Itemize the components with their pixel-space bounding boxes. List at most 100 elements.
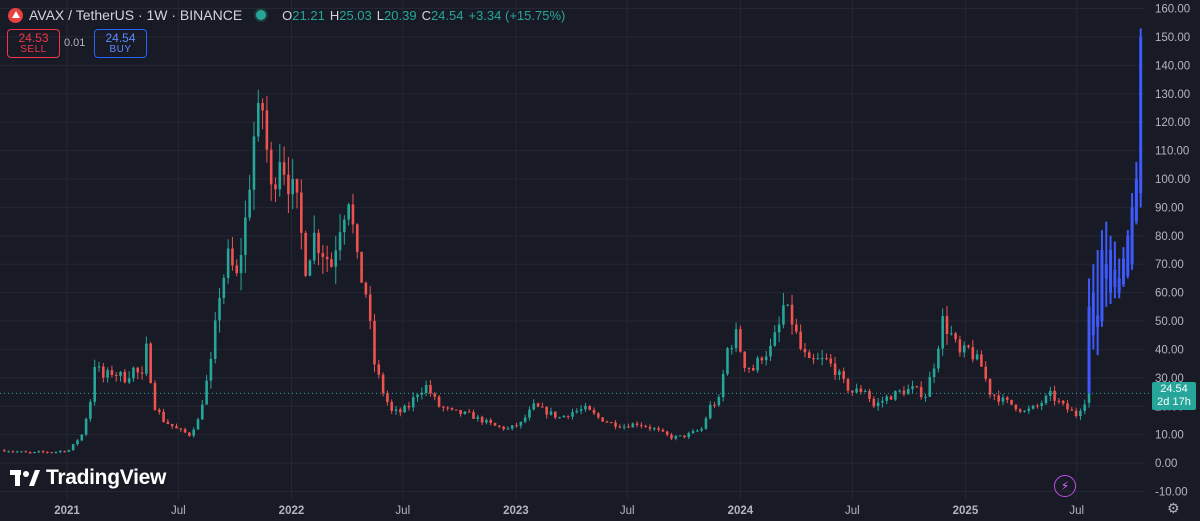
brand-name: TradingView <box>46 466 167 489</box>
candle-body <box>803 348 807 353</box>
lightning-icon[interactable]: ⚡ <box>1054 475 1076 497</box>
candle-body <box>282 162 286 175</box>
candle-body <box>437 396 441 407</box>
candle-body <box>67 450 71 452</box>
candle-body <box>54 451 58 453</box>
candle-body <box>110 370 114 376</box>
candle-body <box>1066 403 1069 410</box>
candle-body <box>631 423 635 428</box>
candle-body <box>248 189 251 218</box>
avax-coin-icon <box>8 7 23 23</box>
ohlc-close: C24.54 <box>421 7 464 23</box>
candle-body <box>640 424 643 426</box>
candle-body <box>566 415 570 417</box>
candle-body <box>816 358 820 360</box>
candle-body <box>325 256 329 260</box>
candle-body <box>1061 400 1065 404</box>
x-tick-label: Jul <box>395 505 410 517</box>
candle-body <box>644 425 647 427</box>
candle-body <box>889 396 893 400</box>
candle-body <box>708 404 712 419</box>
candle-body <box>364 282 368 295</box>
projection-body <box>1096 315 1100 327</box>
candle-body <box>851 390 854 393</box>
buy-button[interactable]: 24.54 BUY <box>94 29 147 58</box>
candle-body <box>239 255 243 274</box>
candle-body <box>627 426 630 428</box>
x-tick-label: 2021 <box>54 505 80 517</box>
candle-body <box>84 418 88 435</box>
candle-body <box>941 316 944 349</box>
candle-body <box>532 403 536 410</box>
candle-body <box>1018 409 1022 412</box>
y-tick-label: 120.00 <box>1155 117 1190 129</box>
tradingview-logo[interactable]: TradingView <box>10 466 166 490</box>
candle-body <box>911 386 914 390</box>
candle-body <box>446 407 449 409</box>
candle-body <box>334 250 338 267</box>
candle-body <box>872 398 876 407</box>
candle-body <box>510 425 514 429</box>
candle-body <box>696 430 699 432</box>
candle-body <box>558 417 561 419</box>
sell-button[interactable]: 24.53 SELL <box>7 29 60 58</box>
candle-body <box>89 401 92 419</box>
symbol-title[interactable]: AVAX / TetherUS · 1W · BINANCE <box>29 7 243 23</box>
candle-body <box>123 371 127 383</box>
candle-body <box>915 386 919 388</box>
candle-body <box>58 451 62 453</box>
y-tick-label: 160.00 <box>1155 4 1190 16</box>
eye-icon[interactable] <box>256 10 267 20</box>
candle-body <box>183 429 187 433</box>
candle-body <box>739 329 742 352</box>
candle-body <box>450 407 454 410</box>
candle-body <box>988 378 992 395</box>
candle-body <box>28 452 32 454</box>
candle-body <box>902 390 906 395</box>
candle-body <box>114 375 118 377</box>
candle-body <box>377 364 381 375</box>
candle-body <box>140 372 144 374</box>
candle-body <box>726 348 729 374</box>
candle-body <box>145 343 148 374</box>
candle-body <box>984 366 988 379</box>
candle-body <box>201 404 204 420</box>
candle-body <box>506 428 510 430</box>
candle-body <box>825 358 828 360</box>
candle-body <box>343 219 346 233</box>
y-tick-label: 40.00 <box>1155 344 1184 356</box>
gear-icon[interactable]: ⚙ <box>1167 500 1180 516</box>
candle-body <box>971 347 975 360</box>
candle-body <box>411 397 415 408</box>
candle-body <box>399 409 402 413</box>
candle-body <box>1087 393 1091 403</box>
candle-body <box>760 357 764 361</box>
y-tick-label: 80.00 <box>1155 231 1184 243</box>
buy-price: 24.54 <box>105 30 136 45</box>
candle-body <box>648 426 652 429</box>
projection-body <box>1104 264 1108 279</box>
candle-body <box>932 368 936 378</box>
candle-body <box>665 431 669 435</box>
candle-body <box>859 388 863 392</box>
candle-body <box>1001 397 1005 402</box>
candle-body <box>321 253 325 257</box>
candle-body <box>170 423 174 427</box>
candle-body <box>1014 404 1018 410</box>
candle-body <box>498 425 501 427</box>
candle-body <box>919 386 923 398</box>
candle-body <box>820 358 824 360</box>
candle-body <box>975 354 979 360</box>
candle-body <box>1010 399 1013 405</box>
x-tick-label: Jul <box>1069 505 1084 517</box>
x-tick-label: 2023 <box>503 505 529 517</box>
candle-body <box>764 356 768 361</box>
candle-body <box>756 357 759 371</box>
candle-body <box>1049 390 1052 396</box>
ohlc-low: L20.39 <box>376 7 417 23</box>
candle-body <box>881 400 884 403</box>
candle-body <box>106 370 109 378</box>
projection-body <box>1139 36 1143 194</box>
chart-legend: AVAX / TetherUS · 1W · BINANCE O21.21 H2… <box>8 5 565 25</box>
